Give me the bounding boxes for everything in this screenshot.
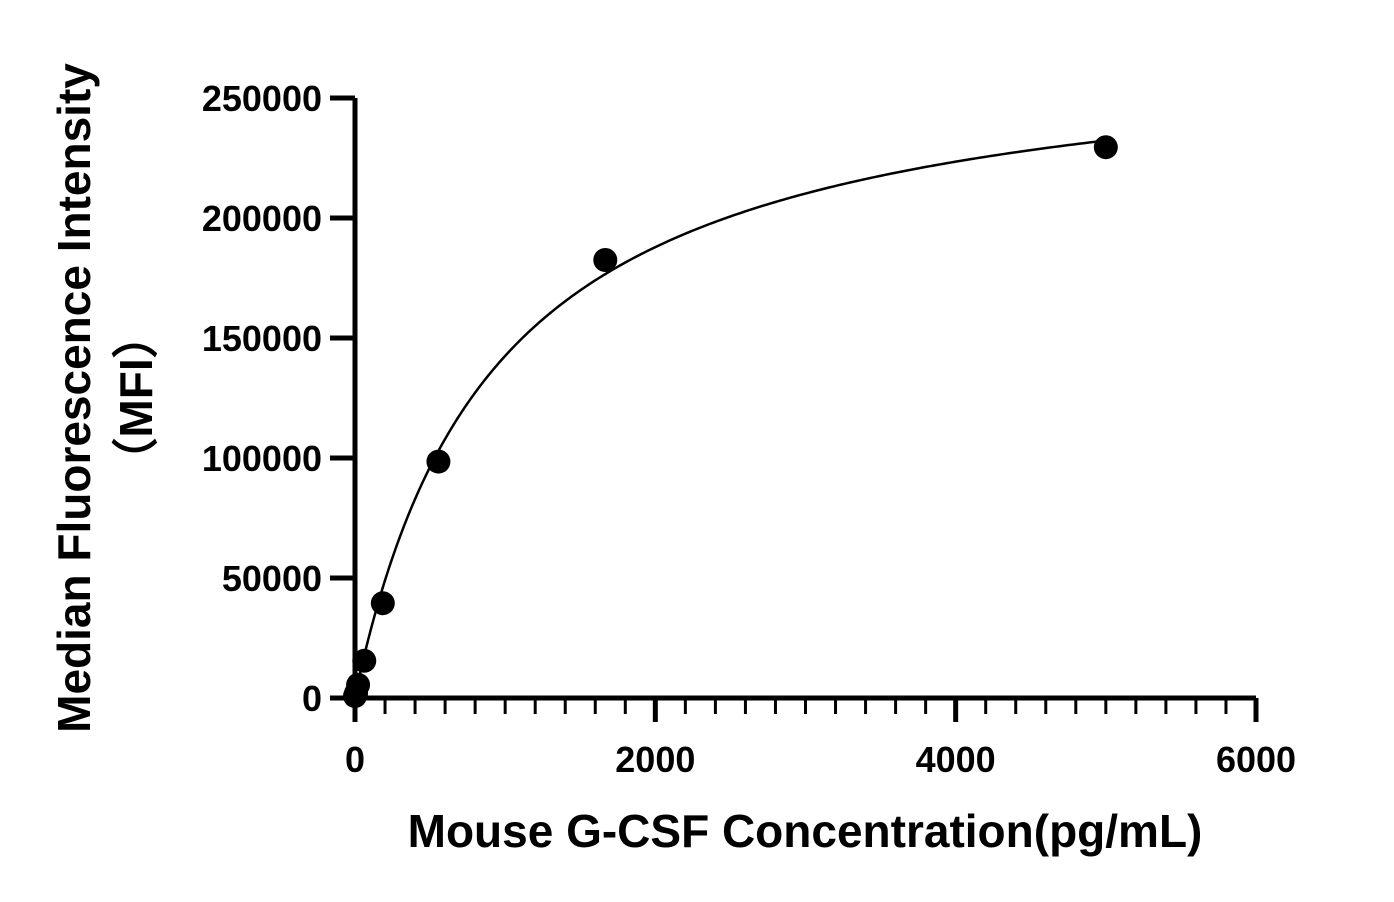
y-tick-label: 250000 [202,78,322,119]
y-tick-label: 100000 [202,438,322,479]
x-axis-title: Mouse G-CSF Concentration(pg/mL) [408,805,1203,857]
data-point [370,591,395,616]
fit-curve [353,139,1106,697]
x-tick-label: 0 [345,739,365,780]
axes [352,98,1256,701]
data-point [346,672,371,697]
data-point [426,449,451,474]
data-point [593,248,618,272]
x-tick-label: 2000 [615,739,695,780]
x-tick-label: 4000 [916,739,996,780]
x-tick-label: 6000 [1216,739,1296,780]
data-points [343,135,1118,709]
y-tick-label: 200000 [202,198,322,239]
y-tick-label: 150000 [202,318,322,359]
y-ticks: 0 50000 100000 150000 200000 250000 [202,78,355,719]
y-axis-title-unit: （MFI） [110,312,162,483]
y-tick-label: 50000 [222,558,322,599]
data-point [352,648,377,673]
y-tick-label: 0 [302,678,322,719]
x-ticks: 0 2000 4000 6000 [345,698,1296,780]
y-axis-title: Median Fluorescence Intensity [48,63,100,733]
data-point [1093,135,1118,160]
